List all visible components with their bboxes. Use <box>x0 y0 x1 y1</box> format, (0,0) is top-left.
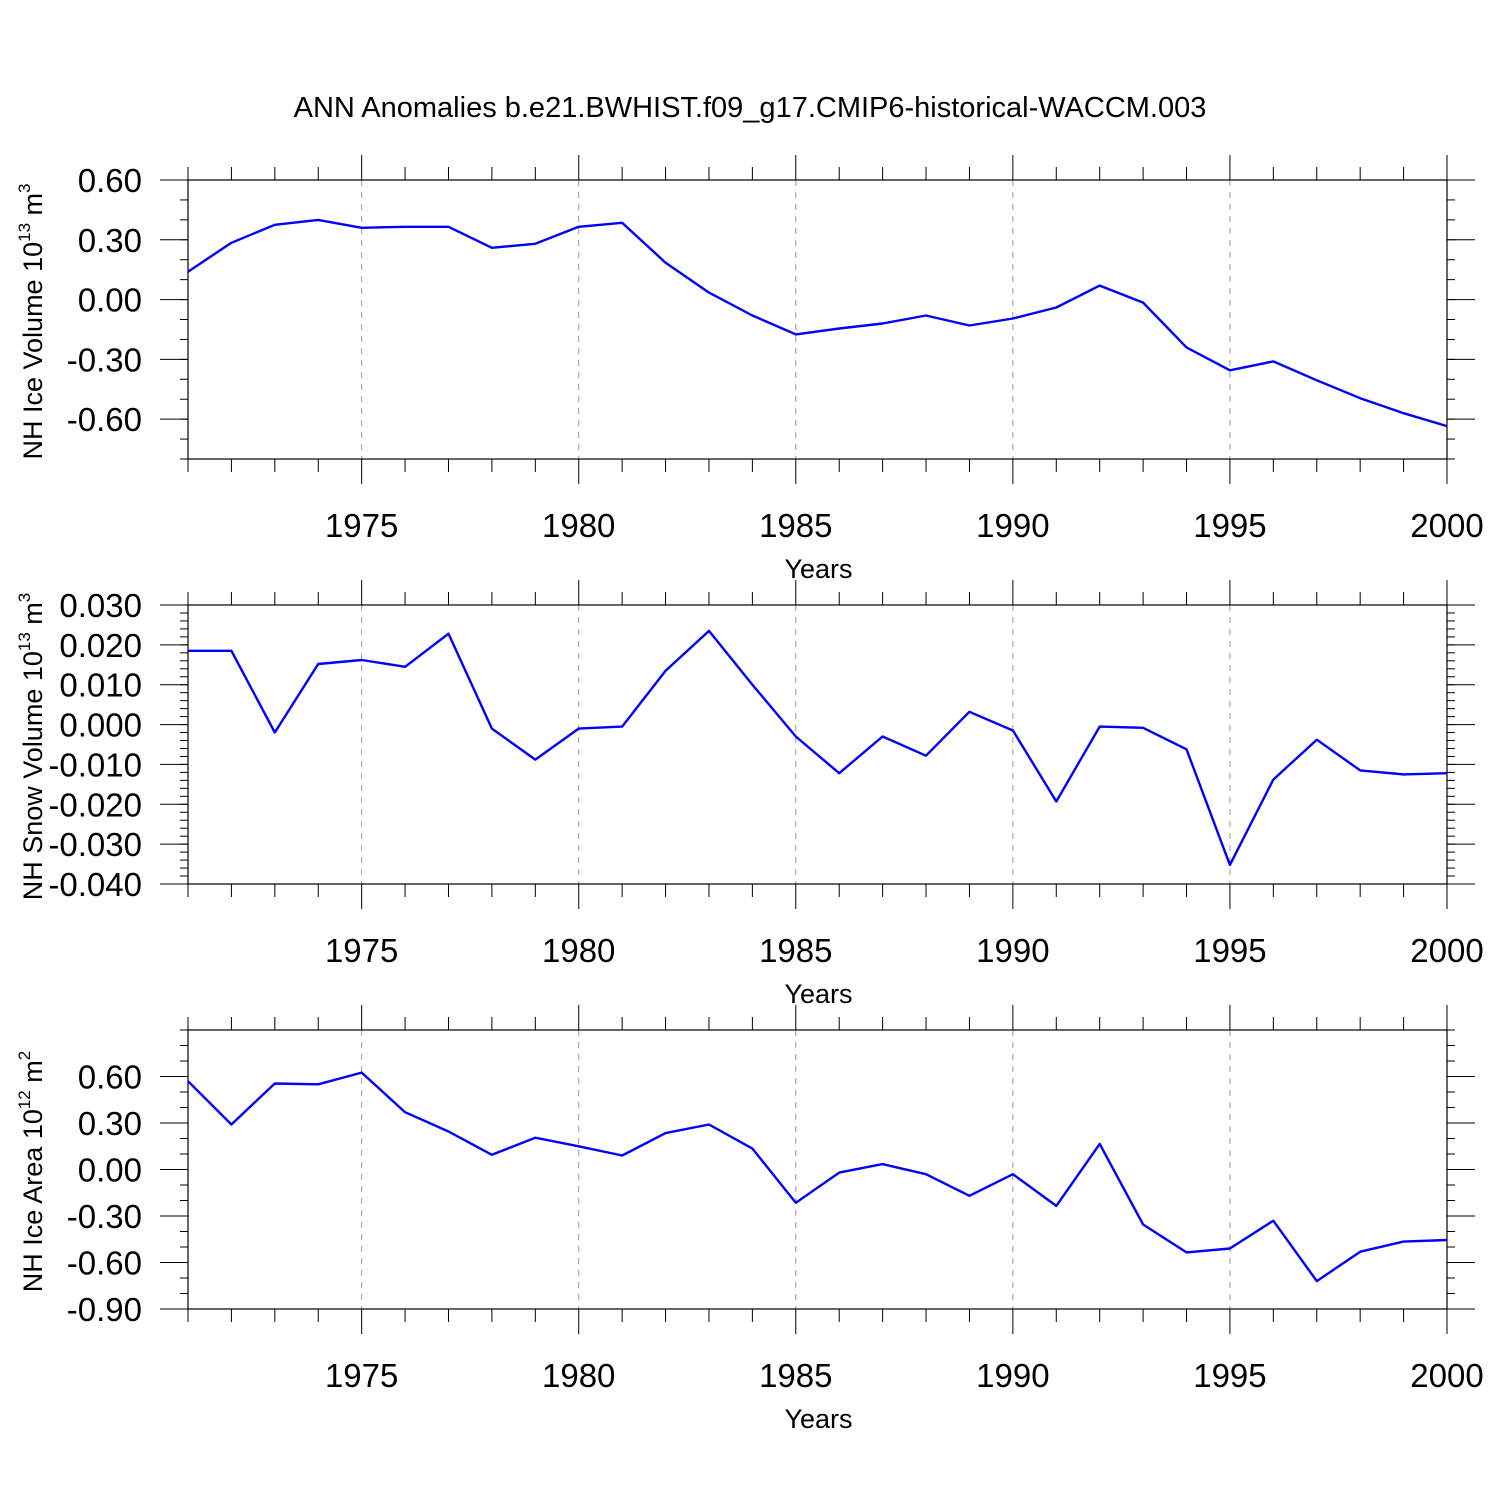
y-tick-label: 0.000 <box>59 707 142 744</box>
x-tick-label-1995: 1995 <box>1193 507 1266 544</box>
y-tick-label: 0.30 <box>78 222 142 259</box>
x-tick-label-1980: 1980 <box>542 932 615 969</box>
y-tick-label: 0.60 <box>78 1059 142 1096</box>
x-axis-label: Years <box>784 979 852 1009</box>
panel-3: 0.60 0.30 0.00 -0.30 -0.60 -0.90 1975 1980 1985 1… <box>15 1005 1484 1434</box>
y-axis-label-exponent: 12 <box>15 1090 34 1109</box>
y-axis-label-unit: m <box>18 602 48 632</box>
x-axis-label: Years <box>784 554 852 584</box>
y-tick-label: 0.30 <box>78 1105 142 1142</box>
y-axis-label-prefix: NH Snow Volume 10 <box>18 651 48 900</box>
y-axis-label-unit-exponent: 3 <box>15 184 34 193</box>
y-tick-label: 0.030 <box>59 587 142 624</box>
x-tick-label-1990: 1990 <box>976 932 1049 969</box>
y-tick-label: -0.020 <box>48 786 142 823</box>
y-tick-label: -0.30 <box>67 341 142 378</box>
y-tick-label: 0.60 <box>78 162 142 199</box>
x-tick-label-1975: 1975 <box>325 507 398 544</box>
plot-frame <box>187 1029 1448 1310</box>
y-tick-label: -0.30 <box>67 1198 142 1235</box>
x-tick-label-2000: 2000 <box>1410 1357 1483 1394</box>
x-tick-label-1975: 1975 <box>325 932 398 969</box>
y-axis-label-exponent: 13 <box>15 632 34 651</box>
y-axis-label: NH Snow Volume 1013 m3 <box>15 593 48 901</box>
y-axis-label: NH Ice Area 1012 m2 <box>15 1051 48 1292</box>
y-tick-label: -0.60 <box>67 401 142 438</box>
series-line-1 <box>187 1071 1448 1283</box>
x-tick-label-1990: 1990 <box>976 1357 1049 1394</box>
x-axis-label: Years <box>784 1404 852 1434</box>
y-tick-label: 0.00 <box>78 1152 142 1189</box>
y-tick-label: -0.010 <box>48 746 142 783</box>
x-tick-label-1990: 1990 <box>976 507 1049 544</box>
y-axis-label-prefix: NH Ice Area 10 <box>18 1109 48 1292</box>
x-tick-label-1980: 1980 <box>542 1357 615 1394</box>
y-axis-label-unit: m <box>18 193 48 223</box>
y-tick-label: 0.020 <box>59 627 142 664</box>
y-axis-label: NH Ice Volume 1013 m3 <box>15 184 48 460</box>
y-tick-label: -0.90 <box>67 1291 142 1328</box>
y-axis-label-unit: m <box>18 1060 48 1090</box>
x-tick-label-1985: 1985 <box>759 507 832 544</box>
y-tick-label: 0.00 <box>78 282 142 319</box>
y-tick-label: -0.030 <box>48 826 142 863</box>
plot-frame <box>187 179 1448 460</box>
panels: 0.60 0.30 0.00 -0.30 -0.60 1975 1980 1985 1990 19… <box>15 155 1484 1434</box>
x-tick-label-2000: 2000 <box>1410 507 1483 544</box>
y-axis-label-exponent: 13 <box>15 223 34 242</box>
y-axis-label-prefix: NH Ice Volume 10 <box>18 242 48 460</box>
y-tick-label: -0.040 <box>48 866 142 903</box>
y-axis-label-unit-exponent: 2 <box>15 1051 34 1060</box>
panel-2: 0.0300.0200.0100.000-0.010-0.020-0.030-0… <box>15 580 1484 1009</box>
x-tick-label-1980: 1980 <box>542 507 615 544</box>
y-tick-label: -0.60 <box>67 1245 142 1282</box>
series-line-1 <box>187 218 1448 428</box>
x-tick-label-1985: 1985 <box>759 932 832 969</box>
x-tick-label-1975: 1975 <box>325 1357 398 1394</box>
figure-title: ANN Anomalies b.e21.BWHIST.f09_g17.CMIP6… <box>294 92 1207 124</box>
x-tick-label-1995: 1995 <box>1193 1357 1266 1394</box>
series-line-1 <box>188 629 1448 867</box>
y-axis-label-unit-exponent: 3 <box>15 593 34 602</box>
y-tick-label: 0.010 <box>59 667 142 704</box>
panel-1: 0.60 0.30 0.00 -0.30 -0.60 1975 1980 1985 1990 19… <box>15 155 1484 584</box>
x-tick-label-2000: 2000 <box>1410 932 1483 969</box>
x-tick-label-1985: 1985 <box>759 1357 832 1394</box>
x-tick-label-1995: 1995 <box>1193 932 1266 969</box>
plot-frame <box>187 604 1448 885</box>
